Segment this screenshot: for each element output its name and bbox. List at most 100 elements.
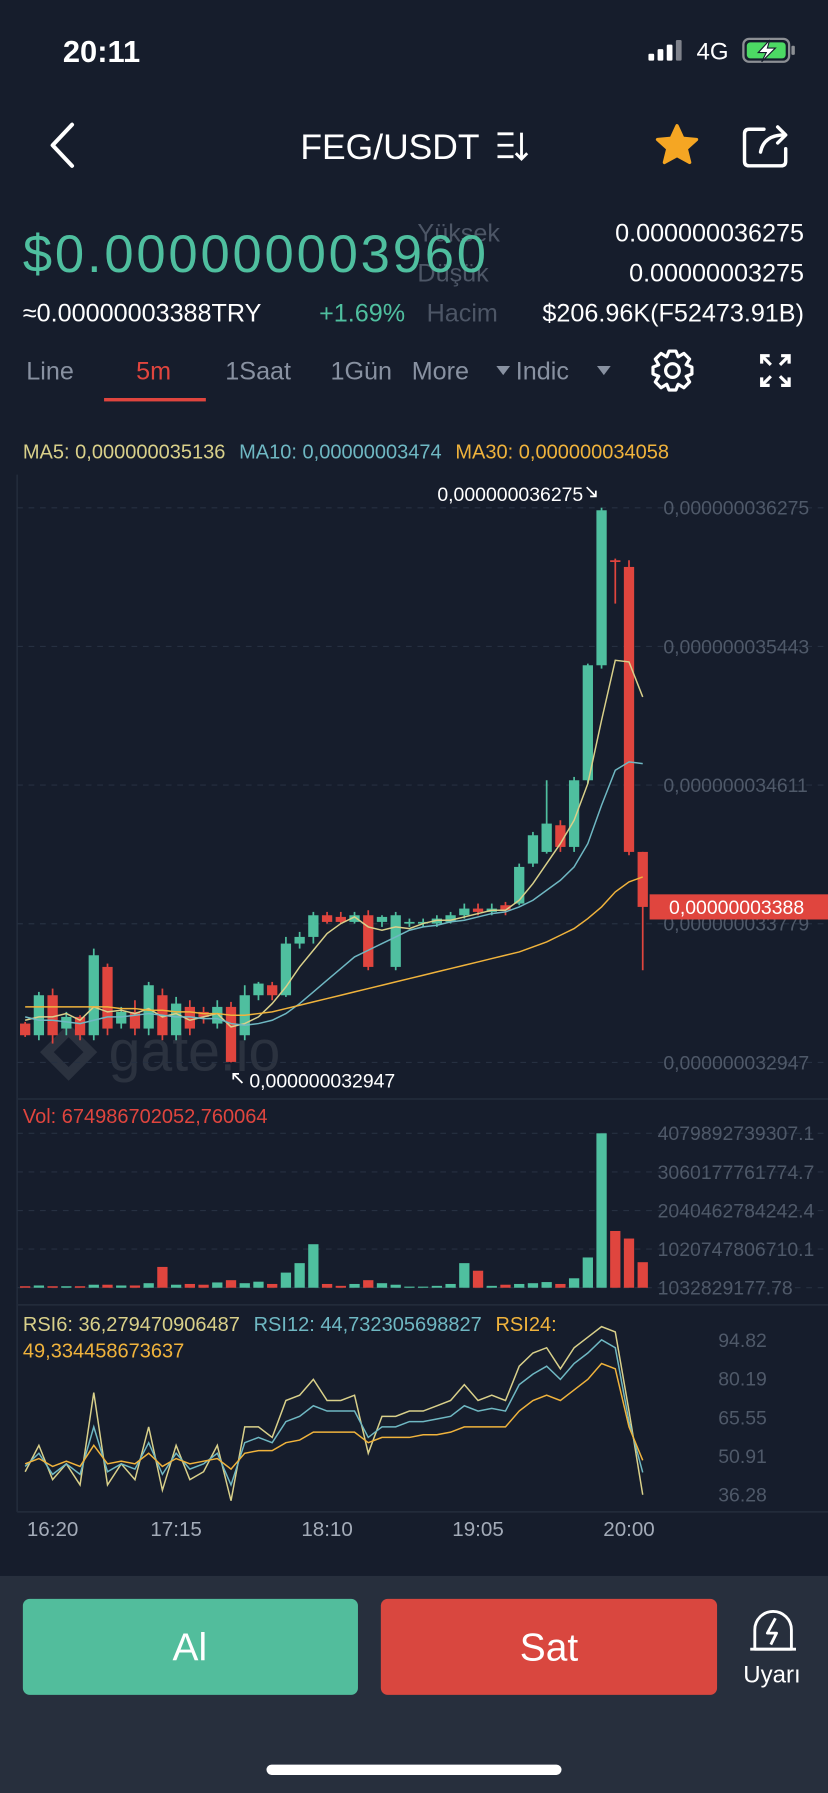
candle-body <box>363 915 374 967</box>
volume-bar <box>418 1286 429 1288</box>
volume-bar <box>500 1284 511 1288</box>
tab[interactable]: More <box>412 358 469 386</box>
y-tick-label: 3060177761774.7 <box>658 1162 815 1184</box>
volume-bar <box>610 1230 621 1288</box>
volume-bar <box>404 1286 415 1288</box>
legend-entry: RSI24: 49,334458673637 <box>22 1312 557 1363</box>
legend-entry: RSI6: 36,279470906487 <box>22 1312 240 1336</box>
stat-label: Düşük <box>417 259 489 287</box>
sell-button[interactable] <box>380 1598 718 1695</box>
fullscreen-button[interactable] <box>760 354 791 388</box>
candle-body <box>610 560 621 562</box>
tab-active[interactable]: 5m <box>136 358 171 386</box>
last-price: $0.000000003960 <box>23 225 486 284</box>
tab[interactable]: 1Gün <box>331 358 393 386</box>
candle-body <box>61 1016 72 1029</box>
y-tick-label: 2040462784242.4 <box>658 1200 815 1222</box>
candle-body <box>335 916 346 922</box>
max-arrow <box>586 486 597 498</box>
volume-bar <box>486 1285 497 1288</box>
home-indicator <box>266 1764 562 1775</box>
back-button[interactable] <box>50 122 75 168</box>
volume-bar <box>88 1284 99 1288</box>
volume-bar <box>321 1283 333 1288</box>
y-tick-label: 0,000000035443 <box>663 636 809 658</box>
y-tick-label: 0,000000036275 <box>663 498 809 520</box>
tab[interactable]: Line <box>26 358 74 386</box>
indicator-line <box>24 1325 644 1501</box>
volume-bar <box>184 1283 195 1288</box>
sell-label[interactable]: Sat <box>520 1627 579 1670</box>
watermark-text: gate.io <box>109 1019 281 1083</box>
volume-bar <box>445 1283 456 1288</box>
favorite-star[interactable] <box>655 124 699 165</box>
volume-bar <box>623 1238 635 1288</box>
candle-body <box>568 780 580 847</box>
candle-body <box>349 915 360 922</box>
indicator-line <box>24 659 644 1028</box>
y-tick-label: 0,000000032947 <box>663 1052 809 1074</box>
volume-bar <box>33 1285 45 1288</box>
candle-body <box>472 908 484 912</box>
y-tick-label: 4079892739307.1 <box>658 1123 815 1145</box>
stat-value: 0.00000003275 <box>629 259 804 287</box>
volume-bar <box>74 1286 86 1288</box>
rsi-legend: RSI6: 36,279470906487 RSI12: 44,732305698… <box>23 1312 663 1365</box>
volume-bar <box>568 1278 580 1288</box>
candle-body <box>184 1006 195 1029</box>
candle-body <box>445 915 456 922</box>
y-tick-label: 65.55 <box>718 1407 767 1429</box>
volume-bar <box>47 1286 58 1288</box>
volume-bar <box>129 1285 141 1288</box>
volume-bar <box>459 1263 470 1288</box>
buy-button[interactable] <box>22 1598 358 1695</box>
indicator-line <box>24 1338 644 1488</box>
volume-bar <box>20 1286 31 1288</box>
volume-bar <box>390 1284 401 1288</box>
volume-bar <box>294 1263 305 1288</box>
candle-body <box>170 1003 182 1036</box>
status-time: 20:11 <box>63 34 140 69</box>
legend-entry: RSI12: 44,732305698827 <box>253 1312 482 1336</box>
settings-button[interactable] <box>651 349 694 392</box>
tab[interactable]: 1Saat <box>225 358 291 386</box>
battery-icon <box>742 37 795 63</box>
stat-value: $206.96K(F52473.91B) <box>542 299 804 327</box>
stat-label: Yüksek <box>417 219 500 247</box>
candle-body <box>143 985 154 1029</box>
y-tick-label: 94.82 <box>718 1330 767 1352</box>
buy-label[interactable]: Al <box>173 1627 208 1670</box>
candle-body <box>541 823 552 852</box>
alert-icon[interactable] <box>750 1610 796 1651</box>
indicator-line <box>24 761 643 1026</box>
legend-entry: MA30: 0,000000034058 <box>455 440 670 464</box>
candle-body <box>459 908 470 916</box>
candle-body <box>418 921 429 924</box>
candle-body <box>20 1023 31 1036</box>
volume-title: Vol: 674986702052,760064 <box>23 1106 268 1128</box>
network-label: 4G <box>696 38 728 65</box>
volume-bar <box>472 1270 484 1288</box>
signal-icon <box>648 40 682 61</box>
volume-bar <box>514 1283 525 1288</box>
pair-switch-icon[interactable] <box>497 132 529 161</box>
candle-body <box>431 918 443 924</box>
max-price-label: 0,000000036275 <box>437 484 583 506</box>
y-tick-label: 80.19 <box>718 1369 767 1391</box>
volume-bar <box>541 1282 552 1288</box>
dropdown-arrow <box>496 365 511 376</box>
x-tick-label: 19:05 <box>452 1518 504 1541</box>
alert-label[interactable]: Uyarı <box>743 1661 800 1688</box>
candle-body <box>102 966 113 1029</box>
candle-body <box>74 1016 86 1036</box>
volume-bar <box>349 1283 360 1288</box>
share-button[interactable] <box>742 125 788 168</box>
y-tick-label: 1020747806710.1 <box>658 1239 815 1261</box>
last-price-tag <box>649 894 828 920</box>
candle-body <box>555 825 566 847</box>
tab[interactable]: Indic <box>516 358 569 386</box>
pair-title[interactable]: FEG/USDT <box>300 127 479 167</box>
charts: 0,000000036275 0,000000035443 0,0000000346… <box>17 484 828 1541</box>
